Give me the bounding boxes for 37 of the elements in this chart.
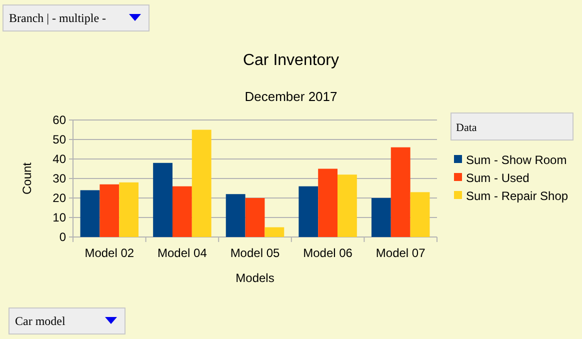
bar: [80, 190, 100, 237]
bar: [298, 186, 318, 237]
y-tick-label: 60: [52, 113, 66, 127]
bar: [226, 194, 246, 237]
bar: [264, 227, 284, 237]
y-tick-label: 20: [52, 191, 66, 205]
y-tick-label: 10: [52, 210, 66, 224]
legend-title: Data: [456, 122, 477, 134]
bar: [153, 162, 172, 237]
legend-label: Sum - Repair Shop: [466, 189, 568, 203]
text: Branch | - multiple -: [9, 11, 106, 25]
bar: [318, 168, 338, 237]
y-tick-label: 40: [52, 152, 66, 166]
bar: [390, 147, 410, 237]
bar: [245, 198, 265, 237]
x-tick-label: Model 07: [376, 246, 426, 260]
bar: [338, 174, 357, 237]
y-tick-label: 50: [52, 132, 66, 146]
y-tick-label: 30: [52, 172, 66, 186]
x-axis-title: Models: [236, 271, 274, 285]
bar: [371, 198, 391, 237]
bar: [172, 186, 192, 237]
x-tick-label: Model 05: [230, 246, 280, 260]
bar: [192, 130, 212, 237]
x-tick-label: Model 06: [303, 246, 353, 260]
bar: [100, 184, 120, 237]
x-tick-label: Model 04: [158, 246, 208, 260]
y-tick-label: 0: [59, 230, 66, 244]
y-axis-title: Count: [20, 162, 34, 195]
chart-subtitle: December 2017: [244, 89, 338, 104]
legend-label: Sum - Used: [466, 171, 530, 185]
bar: [410, 192, 430, 237]
x-tick-label: Model 02: [84, 246, 134, 260]
chart-title: Car Inventory: [242, 52, 340, 69]
legend-label: Sum - Show Room: [466, 153, 567, 167]
bar: [119, 182, 139, 237]
text: Car model: [15, 314, 66, 328]
